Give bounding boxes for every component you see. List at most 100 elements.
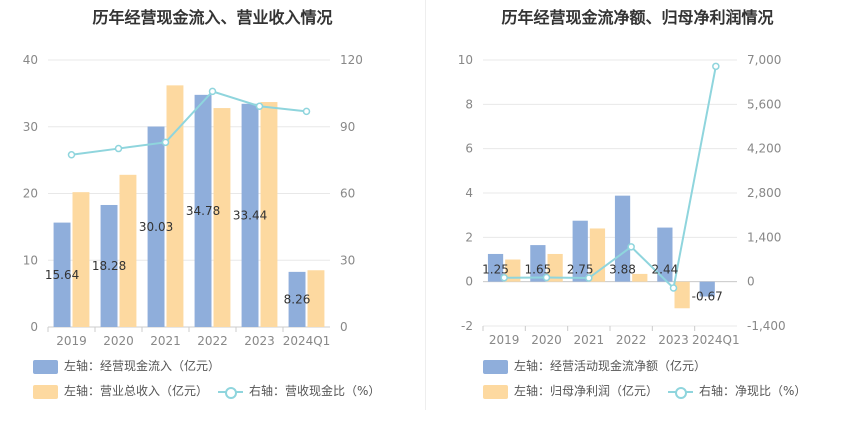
panel-divider	[425, 0, 426, 410]
legend-item[interactable]: 左轴：经营活动现金流净额（亿元）	[483, 358, 706, 374]
right-tick-label: 0	[747, 275, 755, 289]
data-label: 33.44	[233, 208, 267, 222]
left-tick-label: 6	[465, 142, 473, 156]
bar-series-2	[260, 102, 278, 328]
right-tick-label: 7,000	[747, 53, 781, 67]
chart-title: 历年经营现金流净额、归母净利润情况	[501, 8, 774, 27]
legend-line-swatch	[668, 385, 693, 399]
bar-series-1	[100, 204, 118, 327]
right-tick-label: 2,800	[747, 186, 781, 200]
left-tick-label: 30	[23, 120, 38, 134]
legend-label: 左轴：经营现金流入（亿元）	[64, 359, 221, 373]
legend-label: 右轴：营收现金比（%）	[249, 384, 381, 398]
legend-item[interactable]: 右轴：净现比（%）	[668, 383, 806, 399]
left-tick-label: -2	[461, 319, 473, 333]
x-tick-label: 2022	[197, 334, 228, 348]
data-label: 8.26	[284, 292, 311, 306]
bar-series-1	[657, 227, 673, 282]
data-label: 30.03	[139, 220, 173, 234]
legend-swatch	[483, 359, 508, 374]
left-tick-label: 10	[458, 53, 473, 67]
line-point	[208, 87, 217, 96]
left-tick-label: 8	[465, 97, 473, 111]
chart-panel-right: 历年经营现金流净额、归母净利润情况 -2 0 2 4 6 8 10 -1,400 0 1,400 2…	[425, 0, 850, 437]
data-label: 1.25	[482, 263, 509, 277]
bar-series-2	[166, 85, 184, 328]
data-label: 2.44	[652, 263, 679, 277]
chart-right-svg: -2 0 2 4 6 8 10 -1,400 0 1,400 2,800 4,200 5,600 7,00…	[458, 53, 786, 347]
line-point	[542, 273, 551, 282]
bar-series-2	[547, 253, 563, 282]
right-tick-label: -1,400	[747, 319, 786, 333]
bar-series-2	[632, 273, 648, 282]
bar-series-1	[194, 94, 212, 327]
line-point	[712, 62, 720, 71]
right-tick-label: 0	[340, 320, 348, 334]
bar-series-1	[614, 195, 631, 282]
legend-item[interactable]: 左轴：归母净利润（亿元）	[483, 383, 658, 399]
line-point	[669, 284, 678, 292]
right-tick-label: 60	[340, 187, 355, 201]
right-tick-label: 1,400	[747, 230, 781, 244]
x-tick-label: 2022	[616, 333, 647, 347]
right-tick-label: 4,200	[747, 142, 781, 156]
left-tick-label: 2	[465, 230, 473, 244]
left-tick-label: 0	[30, 320, 38, 334]
data-label: 1.65	[525, 263, 552, 277]
bar-series-1	[147, 126, 165, 328]
bar-series-1	[288, 271, 306, 327]
bar-series-1	[572, 220, 588, 282]
line-point	[500, 273, 508, 282]
chart-left-svg: 0 10 20 30 40 0 30 60 90 120 2019 2020 2021 2022 2023 2…	[23, 53, 363, 348]
line-series	[504, 66, 717, 291]
line-point	[302, 107, 311, 116]
bar-series-2	[674, 281, 690, 309]
x-tick-label: 2021	[574, 333, 605, 347]
legend-item[interactable]: 右轴：营收现金比（%）	[218, 383, 380, 399]
chart-panel-left: 历年经营现金流入、营业收入情况 0 10 20 30 40 0 30 60 90 120 2019 2…	[23, 8, 380, 399]
line-point	[67, 151, 76, 159]
bar-series-2	[213, 108, 231, 327]
bar-series-2	[119, 174, 137, 327]
left-tick-label: 20	[23, 187, 38, 201]
legend-item[interactable]: 左轴：营业总收入（亿元）	[33, 383, 208, 399]
legend-label: 右轴：净现比（%）	[699, 384, 807, 398]
data-label: 34.78	[186, 204, 220, 218]
right-tick-label: 90	[340, 120, 355, 134]
data-label: 18.28	[92, 259, 126, 273]
legend-swatch	[483, 384, 508, 399]
right-tick-label: 30	[340, 253, 355, 267]
legend-swatch	[33, 384, 58, 399]
legend-swatch	[33, 359, 58, 374]
x-tick-label: 2021	[150, 334, 181, 348]
left-tick-label: 40	[23, 53, 38, 67]
x-tick-label: 2023	[658, 333, 689, 347]
bar-series-1	[487, 253, 504, 282]
bar-series-1	[699, 281, 715, 297]
x-tick-label: 2019	[56, 334, 87, 348]
line-series	[71, 90, 307, 156]
bar-series-2	[505, 259, 521, 282]
legend-label: 左轴：营业总收入（亿元）	[64, 384, 209, 398]
bar-series-2	[72, 192, 90, 327]
x-tick-label: 2019	[489, 333, 520, 347]
line-point	[585, 274, 593, 282]
left-tick-label: 4	[465, 186, 473, 200]
bar-series-2	[307, 270, 325, 327]
chart-title: 历年经营现金流入、营业收入情况	[92, 8, 333, 27]
x-tick-label: 2020	[531, 333, 562, 347]
data-label: 2.75	[567, 263, 594, 277]
right-tick-label: 120	[340, 53, 363, 67]
left-tick-label: 10	[23, 253, 38, 267]
legend-line-swatch	[218, 385, 243, 399]
data-label: -0.67	[692, 290, 723, 304]
data-label: 15.64	[45, 268, 79, 282]
legend-item[interactable]: 左轴：经营现金流入（亿元）	[33, 358, 220, 374]
line-point	[114, 144, 123, 153]
bar-series-1	[53, 222, 71, 327]
x-tick-label: 2020	[103, 334, 134, 348]
left-tick-label: 0	[465, 275, 473, 289]
bar-series-1	[530, 245, 546, 282]
line-point	[255, 102, 264, 111]
bar-series-1	[241, 103, 259, 328]
